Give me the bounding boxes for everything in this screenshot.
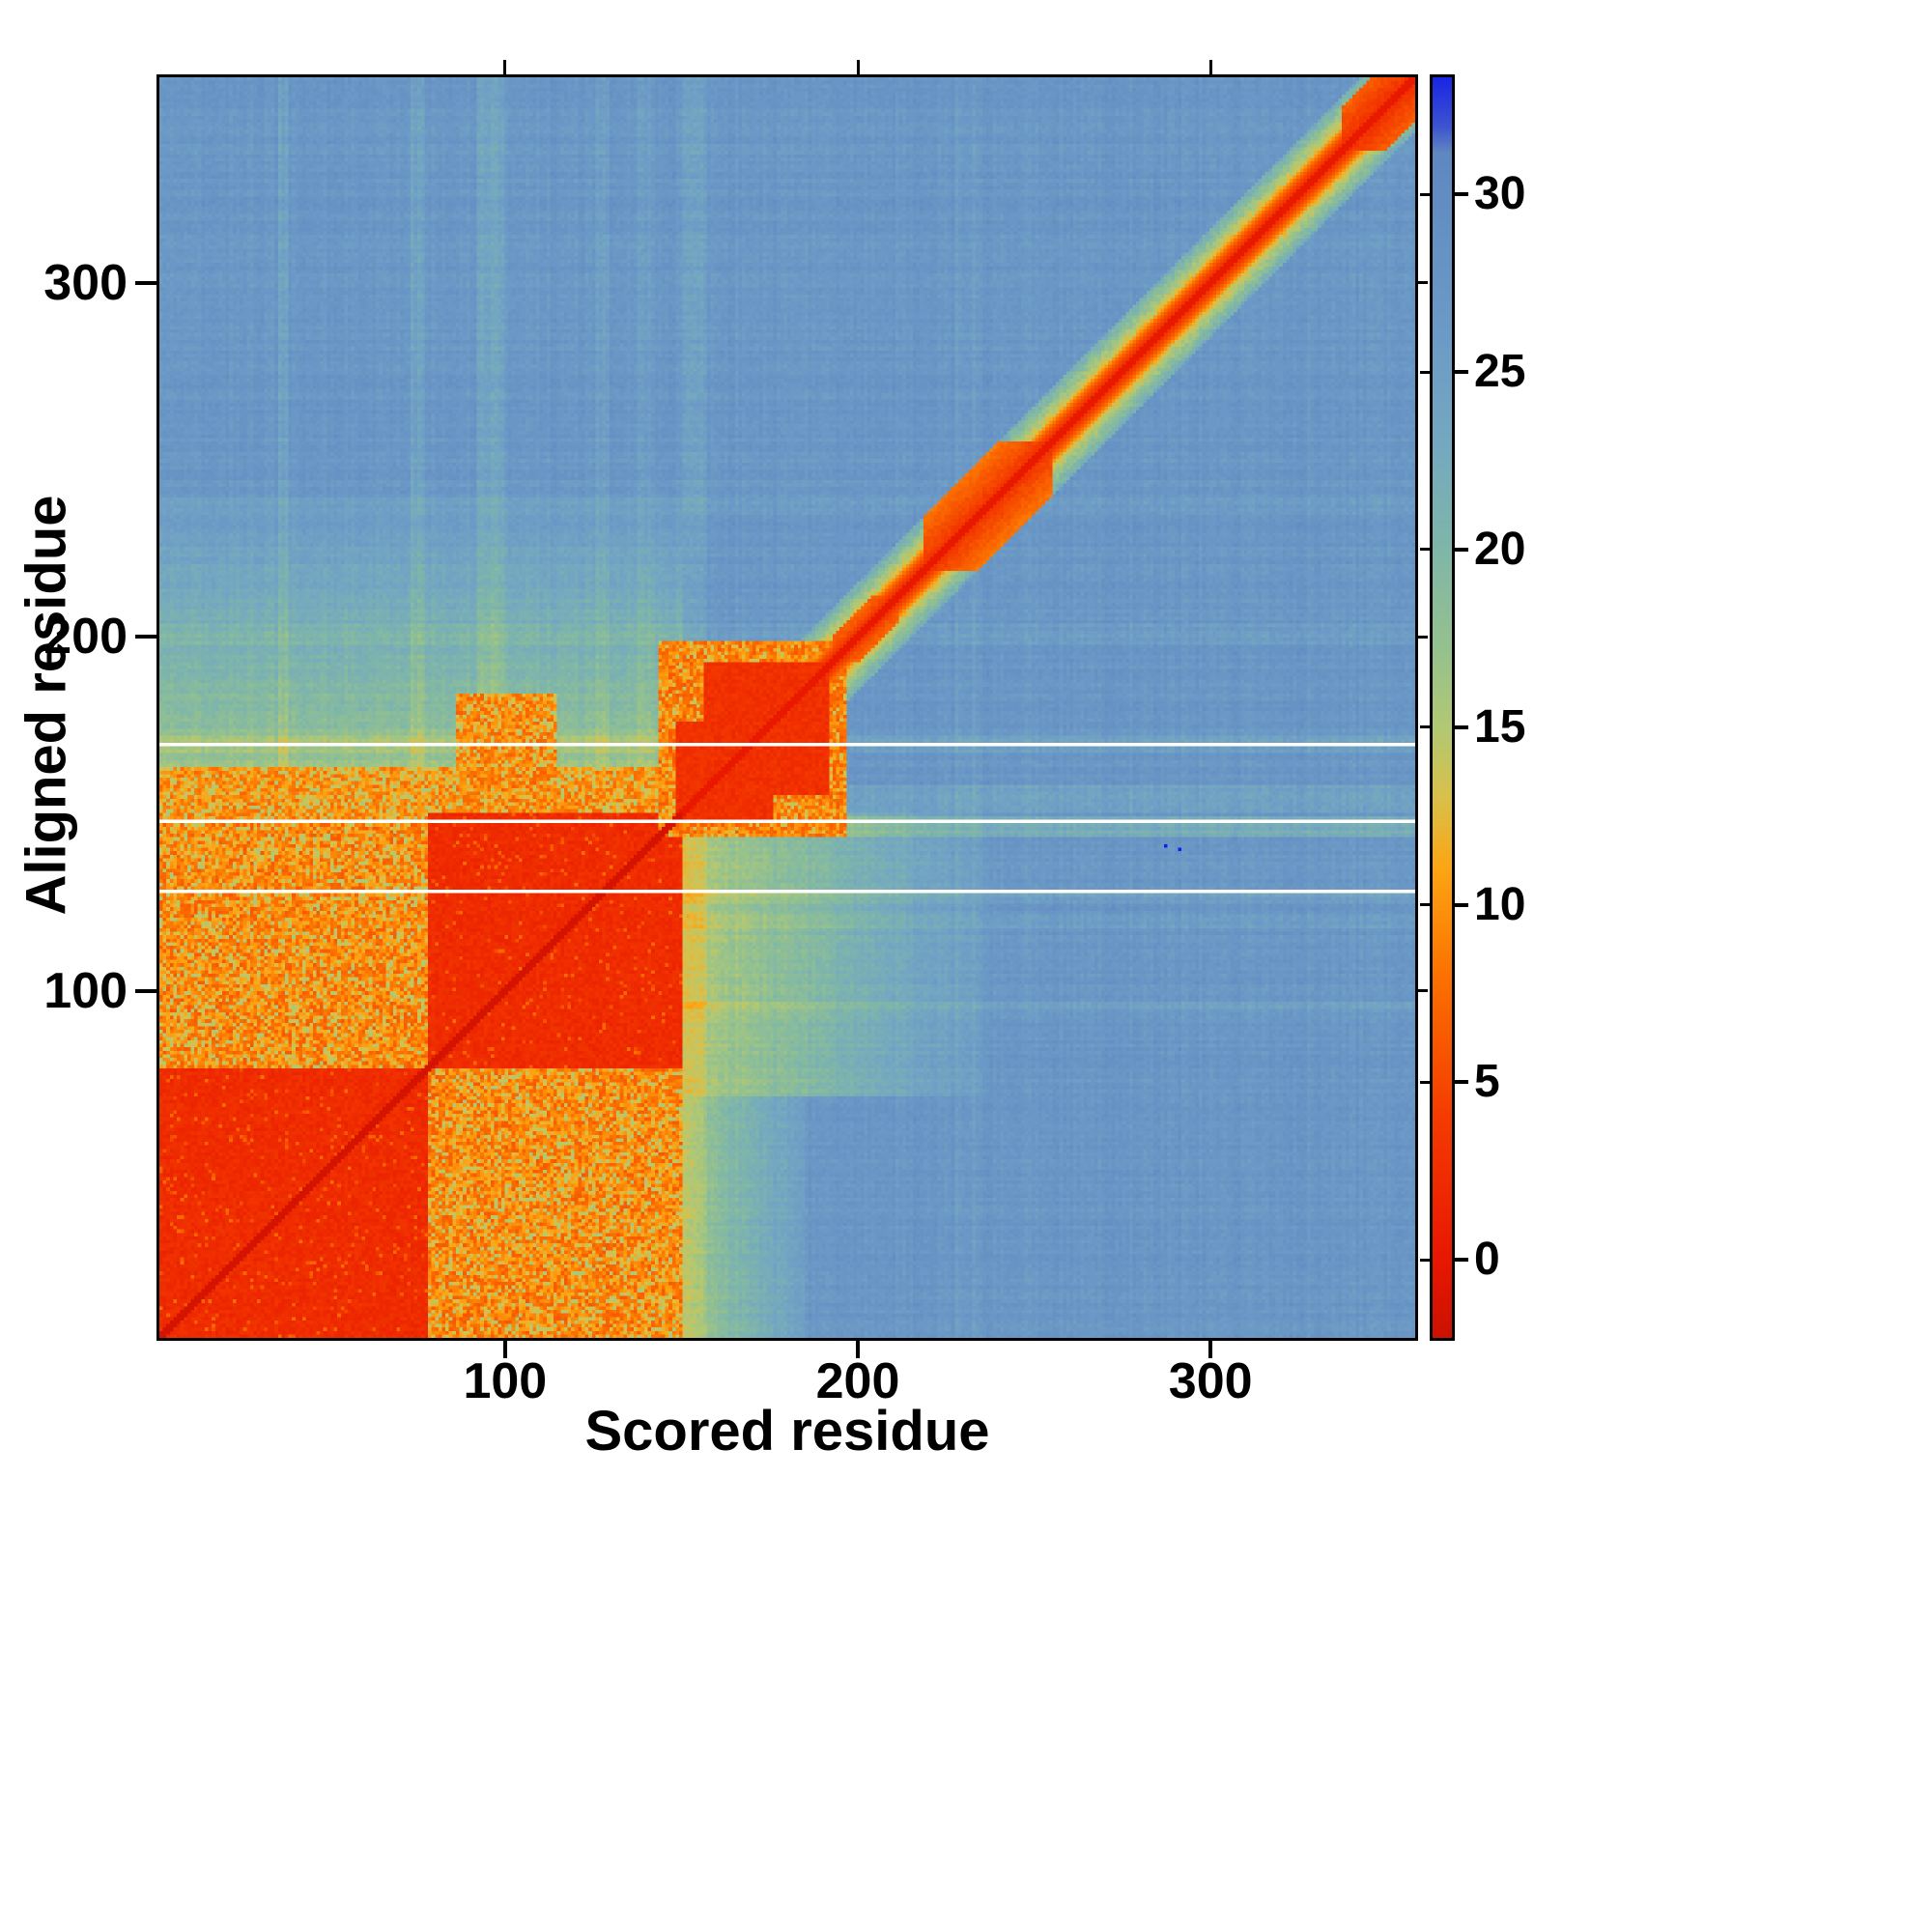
- y-tick-label: 200: [43, 609, 128, 666]
- x-axis-tick: [1208, 1341, 1213, 1358]
- colorbar-tick: [1455, 902, 1468, 907]
- colorbar-frame: [1430, 74, 1455, 1341]
- colorbar-tick: [1455, 370, 1468, 375]
- colorbar-tick: [1455, 1258, 1468, 1263]
- y-axis-right-tick: [1418, 281, 1428, 285]
- heatmap-frame: [156, 74, 1418, 1341]
- x-tick-label: 300: [1168, 1353, 1253, 1409]
- y-axis-title: Aligned residue: [14, 495, 78, 916]
- colorbar-left-tick: [1420, 725, 1430, 729]
- colorbar-left-tick: [1420, 370, 1430, 374]
- colorbar-left-tick: [1420, 903, 1430, 907]
- colorbar-tick-label: 25: [1474, 346, 1526, 398]
- colorbar-tick-label: 5: [1474, 1056, 1500, 1108]
- x-axis-tick: [856, 1341, 861, 1358]
- x-axis-tick: [502, 1341, 507, 1358]
- y-tick-label: 100: [43, 962, 128, 1019]
- colorbar-tick: [1455, 547, 1468, 552]
- colorbar-tick: [1455, 192, 1468, 197]
- x-axis-title: Scored residue: [584, 1400, 990, 1463]
- y-axis-tick: [135, 280, 156, 285]
- x-axis-top-tick: [1208, 60, 1212, 74]
- colorbar-left-tick: [1420, 548, 1430, 552]
- colorbar-left-tick: [1420, 1080, 1430, 1084]
- colorbar-tick: [1455, 724, 1468, 729]
- heatmap-canvas: [159, 77, 1415, 1338]
- y-axis-tick: [135, 988, 156, 993]
- colorbar-tick-label: 20: [1474, 523, 1526, 575]
- y-axis-tick: [135, 635, 156, 639]
- x-tick-label: 100: [463, 1353, 548, 1409]
- colorbar-tick: [1455, 1080, 1468, 1085]
- colorbar-left-tick: [1420, 1258, 1430, 1262]
- colorbar-tick-label: 30: [1474, 168, 1526, 220]
- colorbar-tick-label: 15: [1474, 700, 1526, 753]
- colorbar-left-tick: [1420, 192, 1430, 196]
- x-axis-top-tick: [503, 60, 507, 74]
- colorbar-tick-label: 10: [1474, 878, 1526, 930]
- y-tick-label: 300: [43, 254, 128, 311]
- y-axis-right-tick: [1418, 989, 1428, 993]
- y-axis-right-tick: [1418, 635, 1428, 639]
- colorbar-tick-label: 0: [1474, 1234, 1500, 1286]
- colorbar-canvas: [1433, 77, 1452, 1338]
- x-tick-label: 200: [815, 1353, 900, 1409]
- x-axis-top-tick: [856, 60, 860, 74]
